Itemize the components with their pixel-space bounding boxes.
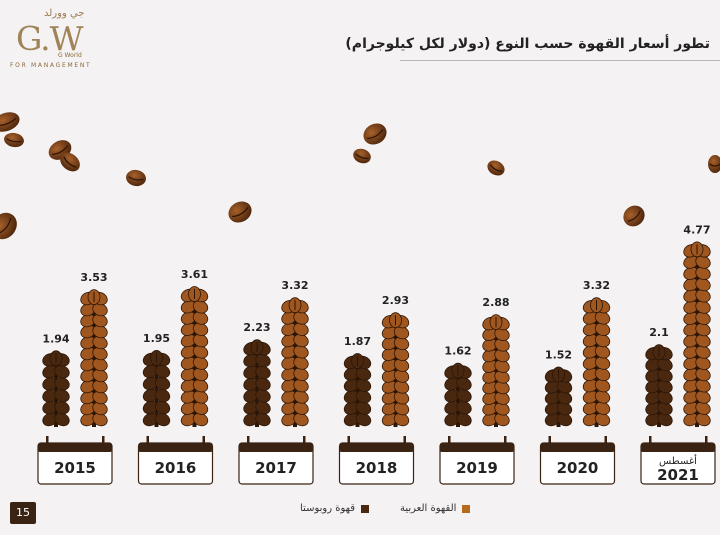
value-label-robusta: 1.62 xyxy=(444,345,471,358)
year-tick-label: 2017 xyxy=(255,459,297,477)
decor-bean-icon xyxy=(353,148,371,164)
decor-bean-icon xyxy=(4,132,24,148)
legend-item-robusta: قهوة روبوستا xyxy=(300,503,370,514)
calendar-ring xyxy=(705,436,708,448)
legend-item-arabica: القهوة العربية xyxy=(400,503,471,514)
decor-bean-icon xyxy=(126,169,146,187)
value-label-robusta: 1.52 xyxy=(545,348,572,361)
year-tick-label: 2018 xyxy=(356,459,398,477)
decor-bean-icon xyxy=(228,201,252,223)
legend-swatch-robusta xyxy=(361,504,370,513)
value-label-arabica: 3.61 xyxy=(181,268,208,281)
bar-arabica xyxy=(683,241,711,427)
bar-arabica xyxy=(381,312,410,427)
calendar-ring xyxy=(202,436,205,448)
calendar-ring xyxy=(303,436,306,448)
value-label-arabica: 3.32 xyxy=(281,279,308,292)
chart-title: تطور أسعار القهوة حسب النوع (دولار لكل ك… xyxy=(345,36,710,52)
title-divider xyxy=(400,60,720,61)
year-tick-label: 2016 xyxy=(155,459,197,477)
bar-robusta xyxy=(243,339,271,427)
calendar-ring xyxy=(146,436,149,448)
value-label-arabica: 3.53 xyxy=(80,271,107,284)
bar-robusta xyxy=(645,344,673,427)
year-tick-label: 2015 xyxy=(54,459,96,477)
legend-label-arabica: القهوة العربية xyxy=(400,503,457,514)
calendar-ring xyxy=(403,436,406,448)
value-label-robusta: 1.95 xyxy=(143,332,170,345)
bar-arabica xyxy=(482,314,510,427)
decorative-coffee-beans xyxy=(0,112,720,240)
logo-tagline: FOR MANAGEMENT xyxy=(10,62,92,69)
calendar-header xyxy=(239,443,313,452)
year-tick-label: 2019 xyxy=(456,459,498,477)
bar-robusta xyxy=(544,366,573,427)
decor-bean-icon xyxy=(0,112,20,132)
calendar-ring xyxy=(347,436,350,448)
year-calendar: 2019 xyxy=(439,436,515,485)
bar-robusta xyxy=(142,350,171,427)
calendar-ring xyxy=(448,436,451,448)
legend-label-robusta: قهوة روبوستا xyxy=(300,503,356,514)
value-label-arabica: 2.88 xyxy=(482,296,509,309)
value-label-robusta: 2.1 xyxy=(649,326,669,339)
logo-subtext: G World xyxy=(58,52,82,59)
calendar-header xyxy=(339,443,414,452)
value-label-arabica: 2.93 xyxy=(382,294,409,307)
calendar-ring xyxy=(46,436,49,448)
logo-arabic-text: جي وورلد xyxy=(44,8,85,19)
year-calendar: 2015 xyxy=(37,436,113,485)
bar-robusta xyxy=(42,350,70,427)
bar-robusta xyxy=(444,362,472,427)
year-calendar: 2016 xyxy=(137,436,214,485)
calendar-ring xyxy=(504,436,507,448)
year-calendar: 2020 xyxy=(539,436,616,485)
company-logo: جي وورلد G.W G World FOR MANAGEMENT xyxy=(10,8,102,72)
decor-bean-icon xyxy=(708,155,720,173)
calendar-ring xyxy=(247,436,250,448)
decor-bean-icon xyxy=(363,123,387,145)
calendar-header xyxy=(540,443,615,452)
value-label-arabica: 4.77 xyxy=(683,223,710,236)
value-label-robusta: 2.23 xyxy=(243,321,270,334)
calendar-header xyxy=(641,443,715,452)
value-label-group: 1.94 3.53 1.95 3.61 2.23 3.32 1.87 2.93 1.62 2.88… xyxy=(42,223,710,361)
calendar-ring xyxy=(102,436,105,448)
calendar-header xyxy=(38,443,112,452)
value-label-arabica: 3.32 xyxy=(583,279,610,292)
decor-bean-icon xyxy=(487,160,505,176)
calendar-header xyxy=(138,443,213,452)
decor-bean-icon xyxy=(623,205,645,227)
calendar-ring xyxy=(649,436,652,448)
decor-bean-icon xyxy=(60,152,80,172)
calendar-month-note: أغسطس xyxy=(659,454,697,467)
calendar-ring xyxy=(548,436,551,448)
legend-swatch-arabica xyxy=(462,504,471,513)
year-calendar: 2018 xyxy=(338,436,415,485)
bar-arabica xyxy=(582,297,611,427)
value-label-robusta: 1.87 xyxy=(344,335,371,348)
year-tick-label: 2021 xyxy=(657,466,699,484)
value-label-robusta: 1.94 xyxy=(42,332,69,345)
bar-arabica xyxy=(180,286,209,427)
bar-group xyxy=(42,241,711,427)
calendar-ring xyxy=(604,436,607,448)
year-tick-label: 2020 xyxy=(557,459,599,477)
logo-mark: G.W xyxy=(16,19,84,58)
calendar-header xyxy=(440,443,514,452)
bar-arabica xyxy=(281,297,309,427)
page-number: 15 xyxy=(10,502,36,524)
decor-bean-icon xyxy=(0,212,17,240)
year-calendar: 2017 xyxy=(238,436,314,485)
bar-arabica xyxy=(80,289,108,427)
bar-robusta xyxy=(343,353,372,427)
